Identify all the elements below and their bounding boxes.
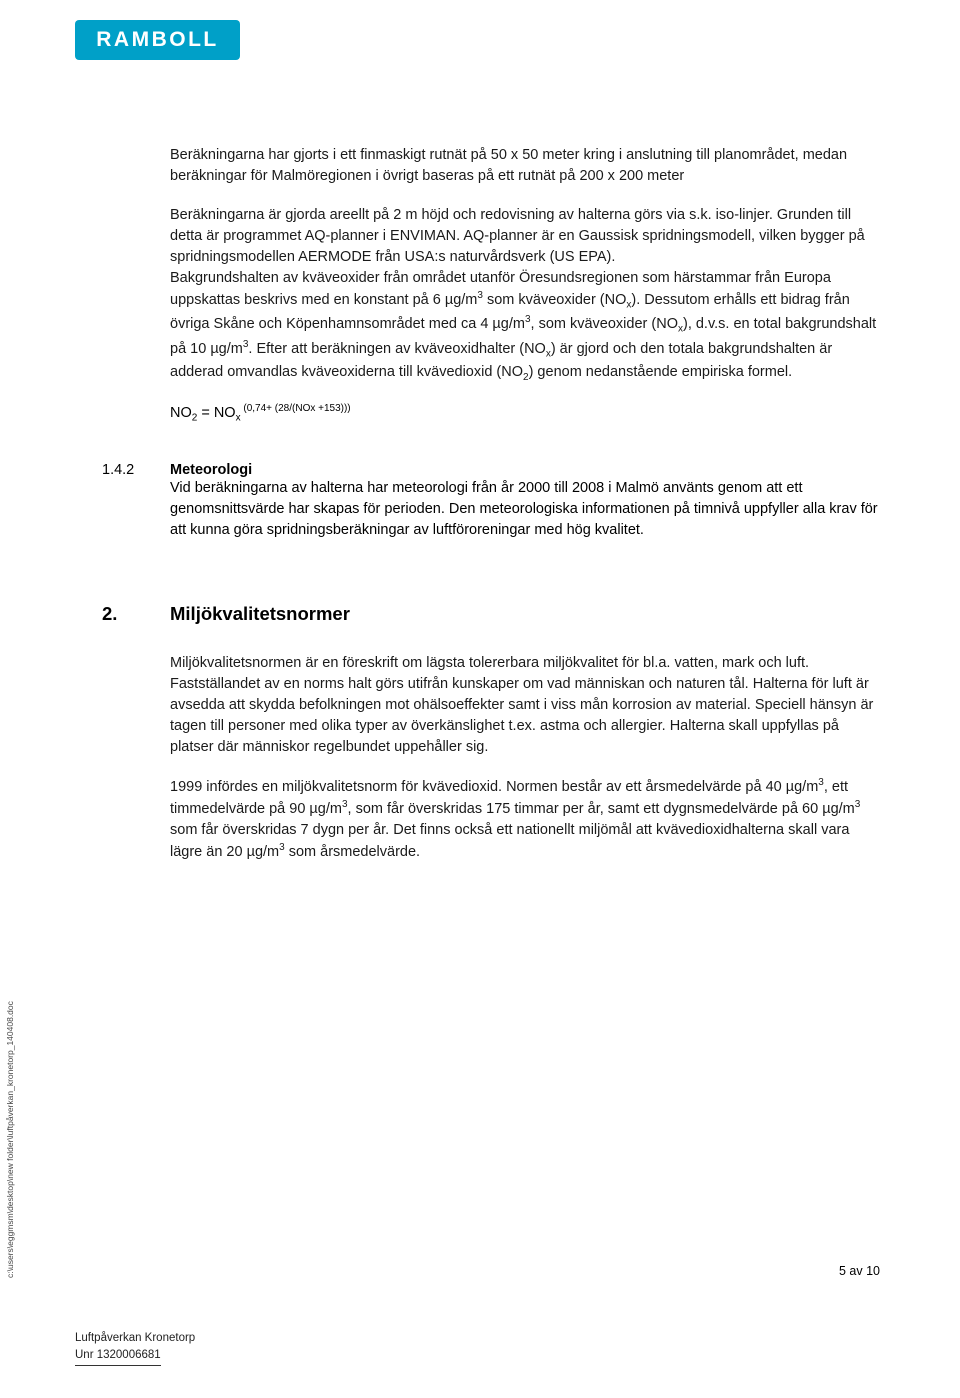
- section-142-number: 1.4.2: [102, 462, 170, 581]
- section-2-para-1: Miljökvalitetsnormen är en föreskrift om…: [170, 653, 880, 758]
- unit4: µg/m: [247, 844, 280, 860]
- formula-no2: NO: [170, 405, 192, 421]
- sup3-3: 3: [243, 339, 249, 350]
- sup3-6: 3: [855, 799, 861, 810]
- p2-g: Efter att beräkningen av kväveoxidhalter…: [252, 340, 545, 356]
- unit3: 10 µg/m: [190, 340, 243, 356]
- formula: NO2 = NOx (0,74+ (28/(NOx +153))): [170, 403, 880, 424]
- section-2-para-2: 1999 infördes en miljökvalitetsnorm för …: [170, 776, 880, 863]
- paragraph-1: Beräkningarna har gjorts i ett finmaskig…: [170, 145, 880, 187]
- section-142-title: Meteorologi: [170, 462, 880, 478]
- formula-eq: = NO: [197, 405, 235, 421]
- company-logo: RAMBOLL: [75, 20, 240, 60]
- s2p2-e: som årsmedelvärde.: [285, 844, 420, 860]
- s2p2-c: , som får överskridas 175 timmar per år,…: [348, 801, 855, 817]
- section-2-number: 2.: [102, 603, 170, 625]
- paragraph-2: Beräkningarna är gjorda areellt på 2 m h…: [170, 205, 880, 385]
- unit1: µg/m: [445, 292, 478, 308]
- footer-unr: Unr 1320006681: [75, 1347, 161, 1366]
- unit2: µg/m: [492, 316, 525, 332]
- footer-block: Luftpåverkan Kronetorp Unr 1320006681: [75, 1330, 195, 1367]
- formula-subx: x: [236, 413, 241, 424]
- p2-e: , som kväveoxider (NO: [531, 316, 678, 332]
- s2p2-a: 1999 infördes en miljökvalitetsnorm för …: [170, 779, 818, 795]
- page-content: Beräkningarna har gjorts i ett finmaskig…: [170, 145, 880, 881]
- section-2-heading: 2. Miljökvalitetsnormer: [102, 603, 880, 625]
- page-number: 5 av 10: [839, 1264, 880, 1278]
- section-1-4-2: 1.4.2 Meteorologi Vid beräkningarna av h…: [102, 462, 880, 581]
- formula-exp: (0,74+ (28/(NOx +153))): [241, 403, 351, 414]
- section-142-body: Vid beräkningarna av halterna har meteor…: [170, 478, 880, 541]
- section-2-title: Miljökvalitetsnormer: [170, 603, 350, 625]
- p2-a: Beräkningarna är gjorda areellt på 2 m h…: [170, 207, 865, 265]
- logo-text: RAMBOLL: [96, 28, 218, 52]
- footer-doc-title: Luftpåverkan Kronetorp: [75, 1330, 195, 1347]
- p2-i: ) genom nedanstående empiriska formel.: [529, 364, 793, 380]
- p2-c: som kväveoxider (NO: [483, 292, 626, 308]
- footer-filepath: c:\users\eggmsm\desktop\new folder\luftp…: [5, 1001, 15, 1278]
